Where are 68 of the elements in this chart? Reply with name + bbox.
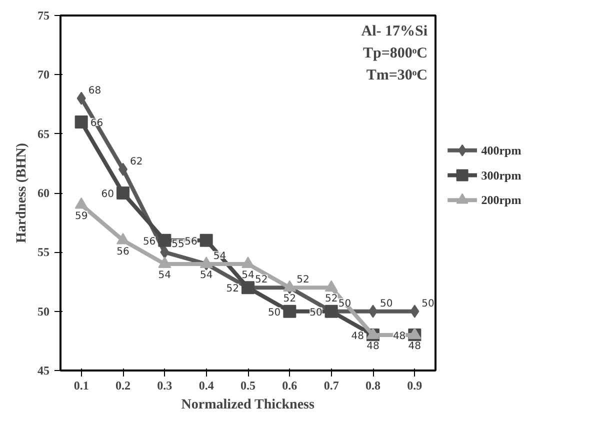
data-label: 59: [74, 210, 88, 222]
y-tick-label: 55: [38, 245, 50, 260]
x-axis-title: Normalized Thickness: [181, 398, 315, 412]
data-label: 52: [324, 294, 338, 305]
data-label: 50: [422, 298, 434, 310]
point: [116, 232, 130, 244]
data-label: 52: [296, 274, 310, 286]
x-tick-label: 0.2: [116, 378, 130, 392]
data-label: 66: [90, 118, 104, 129]
point: [410, 304, 420, 318]
data-label: 56: [184, 236, 198, 248]
data-label: 55: [172, 239, 184, 250]
point: [160, 246, 170, 259]
y-tick-label: 70: [38, 68, 50, 82]
data-label: 50: [338, 298, 352, 310]
point: [116, 186, 130, 200]
data-label: 52: [283, 294, 296, 305]
y-tick-label: 50: [38, 304, 50, 318]
legend-label: 300rpm: [481, 168, 522, 182]
x-tick-label: 0.5: [240, 378, 256, 392]
y-tick-label: 75: [38, 8, 50, 22]
data-label: 50: [268, 307, 281, 318]
point: [283, 304, 296, 318]
data-label: 56: [142, 236, 156, 248]
data-label: 50: [380, 298, 393, 310]
point: [283, 280, 296, 292]
data-label: 60: [101, 189, 114, 200]
x-tick-label: 0.1: [74, 378, 89, 392]
x-tick-label: 0.6: [282, 378, 298, 392]
point: [76, 92, 86, 105]
point: [200, 234, 213, 247]
point: [74, 116, 88, 128]
y-tick-label: 45: [38, 364, 50, 378]
y-tick-label: 65: [38, 126, 50, 141]
data-label: 48: [392, 331, 406, 342]
point: [74, 197, 88, 209]
legend-label: 400rpm: [481, 143, 522, 158]
x-tick-label: 0.7: [324, 378, 339, 392]
x-tick-label: 0.3: [157, 378, 172, 392]
point: [200, 256, 213, 268]
x-tick-label: 0.9: [407, 378, 422, 392]
data-label: 52: [226, 284, 240, 295]
point: [242, 256, 254, 268]
data-label: 54: [158, 270, 172, 281]
data-label: 54: [213, 251, 226, 262]
legend-label: 200rpm: [481, 193, 522, 208]
annotation: Al- 17%Si: [361, 24, 428, 40]
data-label: 56: [116, 246, 130, 258]
data-label: 54: [200, 270, 213, 281]
annotation: Tm=30ᵒC: [366, 68, 428, 84]
y-tick-label: 60: [38, 186, 50, 200]
x-tick-label: 0.8: [366, 378, 380, 392]
data-label: 62: [130, 156, 143, 168]
data-label: 68: [88, 85, 102, 96]
data-label: 48: [351, 331, 364, 342]
data-label: 54: [242, 270, 254, 281]
point: [158, 234, 172, 247]
data-label: 48: [408, 341, 422, 352]
annotation: Tp=800ᵒC: [362, 46, 428, 62]
data-label: 52: [255, 274, 268, 286]
data-label: 48: [366, 341, 380, 352]
point: [158, 256, 172, 268]
point: [408, 328, 422, 339]
data-label: 50: [310, 307, 322, 318]
point: [324, 280, 338, 292]
point: [366, 328, 380, 339]
y-axis-title: Hardness (BHN): [14, 142, 30, 243]
x-tick-label: 0.4: [198, 378, 214, 392]
